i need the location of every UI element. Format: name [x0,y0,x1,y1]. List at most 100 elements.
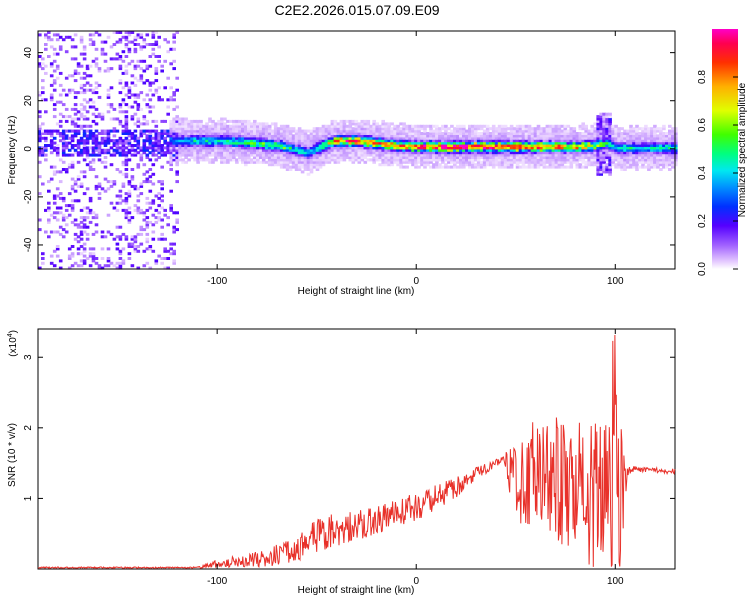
heatmap-cell [232,122,236,126]
heatmap-cell [369,139,373,143]
heatmap-cell [127,218,132,222]
heatmap-cell [596,148,600,152]
heatmap-cell [294,134,299,138]
heatmap-cell [593,151,597,155]
heatmap-cell [393,124,397,128]
heatmap-cell [127,91,132,95]
heatmap-cell [154,139,159,143]
heatmap-cell [244,153,248,157]
heatmap-cell [384,148,388,152]
heatmap-cell [521,127,526,131]
heatmap-cell [626,129,630,133]
heatmap-cell [220,148,224,152]
heatmap-cell [130,59,135,63]
heatmap-cell [557,132,562,135]
heatmap-cell [172,91,176,95]
heatmap-cell [232,129,236,133]
heatmap-cell [109,163,114,167]
heatmap-cell [235,134,239,138]
heatmap-cell [109,86,114,90]
heatmap-cell [674,148,678,152]
heatmap-cell [79,83,84,87]
heatmap-cell [276,136,281,140]
heatmap-cell [372,136,376,140]
heatmap-cell [503,151,508,155]
heatmap-cell [384,156,388,159]
heatmap-cell [73,91,78,95]
heatmap-cell [405,148,409,152]
heatmap-cell [41,151,45,155]
heatmap-cell [49,45,54,49]
heatmap-cell [247,136,251,140]
heatmap-cell [82,247,87,251]
heatmap-cell [139,132,144,135]
heatmap-cell [285,146,290,150]
heatmap-cell [596,141,600,145]
heatmap-cell [187,151,191,155]
heatmap-cell [58,225,63,229]
heatmap-cell [360,134,365,138]
heatmap-cell [44,230,48,234]
heatmap-cell [662,141,666,145]
heatmap-cell [52,69,57,73]
heatmap-cell [671,134,675,138]
heatmap-cell [264,129,269,133]
heatmap-cell [426,156,430,159]
heatmap-cell [635,158,639,162]
heatmap-cell [139,242,144,246]
heatmap-cell [372,141,376,145]
heatmap-cell [241,136,245,140]
heatmap-cell [91,105,96,109]
heatmap-cell [79,112,84,116]
heatmap-cell [282,163,287,167]
heatmap-cell [76,129,81,133]
heatmap-cell [235,139,239,143]
heatmap-cell [503,129,508,133]
heatmap-cell [256,132,260,135]
heatmap-cell [139,129,144,133]
heatmap-cell [447,165,451,169]
heatmap-cell [650,127,654,131]
heatmap-cell [124,158,129,162]
heatmap-cell [220,144,224,147]
heatmap-cell [130,175,135,179]
heatmap-cell [408,151,412,155]
heatmap-cell [157,35,161,39]
heatmap-cell [288,129,293,133]
heatmap-cell [375,148,379,152]
heatmap-cell [423,127,427,131]
heatmap-cell [100,235,105,239]
heatmap-cell [97,95,102,99]
heatmap-cell [208,127,212,131]
heatmap-cell [193,151,197,155]
heatmap-cell [58,71,63,75]
heatmap-cell [94,223,99,227]
heatmap-cell [530,129,535,133]
heatmap-cell [136,35,141,39]
heatmap-cell [444,165,448,169]
heatmap-cell [52,141,57,145]
heatmap-cell [459,158,463,162]
heatmap-cell [557,144,562,147]
heatmap-cell [387,127,391,131]
heatmap-cell [145,105,150,109]
heatmap-cell [124,31,129,34]
heatmap-cell [396,136,400,140]
heatmap-cell [587,153,591,157]
heatmap-cell [581,124,585,128]
heatmap-cell [381,124,385,128]
heatmap-cell [166,146,170,150]
heatmap-cell [539,129,544,133]
heatmap-cell [163,249,167,253]
heatmap-cell [193,153,197,157]
heatmap-cell [665,141,669,145]
heatmap-cell [626,165,630,169]
heatmap-cell [67,148,72,152]
heatmap-cell [127,86,132,90]
heatmap-cell [494,139,499,143]
heatmap-cell [524,129,529,133]
heatmap-cell [250,134,254,138]
heatmap-cell [193,127,197,131]
heatmap-cell [581,122,585,126]
heatmap-cell [88,196,93,200]
